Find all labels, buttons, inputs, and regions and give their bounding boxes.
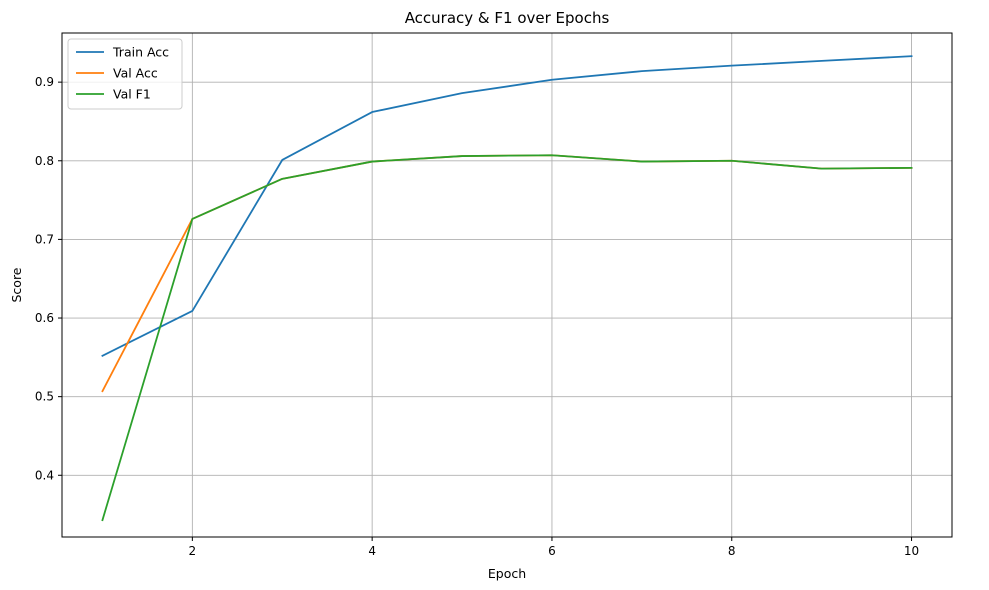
- legend-label: Val F1: [113, 87, 151, 102]
- x-tick-label: 2: [189, 544, 197, 558]
- x-axis-label: Epoch: [488, 566, 526, 581]
- series-line-train-acc: [101, 55, 913, 357]
- y-tick-label: 0.6: [35, 311, 54, 325]
- legend: Train Acc Val Acc Val F1: [67, 38, 183, 110]
- series-line-val-acc: [101, 154, 913, 393]
- legend-box: [67, 38, 183, 110]
- series-line-val-f1: [101, 154, 913, 522]
- legend-label: Train Acc: [112, 45, 169, 60]
- y-tick-label: 0.4: [35, 468, 54, 482]
- y-tick-label: 0.5: [35, 390, 54, 404]
- x-tick-label: 6: [548, 544, 556, 558]
- grid: [62, 33, 952, 537]
- series-lines: [101, 55, 913, 522]
- legend-label: Val Acc: [113, 66, 158, 81]
- axis-ticks: 2 4 6 8 10 0.4 0.5 0.6 0.7 0.8 0.9: [35, 75, 919, 558]
- x-tick-label: 4: [368, 544, 376, 558]
- x-tick-label: 8: [728, 544, 736, 558]
- y-tick-label: 0.7: [35, 232, 54, 246]
- plot-area-frame: [61, 32, 953, 538]
- x-tick-label: 10: [904, 544, 919, 558]
- chart-title: Accuracy & F1 over Epochs: [405, 9, 610, 27]
- y-axis-label: Score: [9, 267, 24, 302]
- y-tick-label: 0.9: [35, 75, 54, 89]
- y-tick-label: 0.8: [35, 154, 54, 168]
